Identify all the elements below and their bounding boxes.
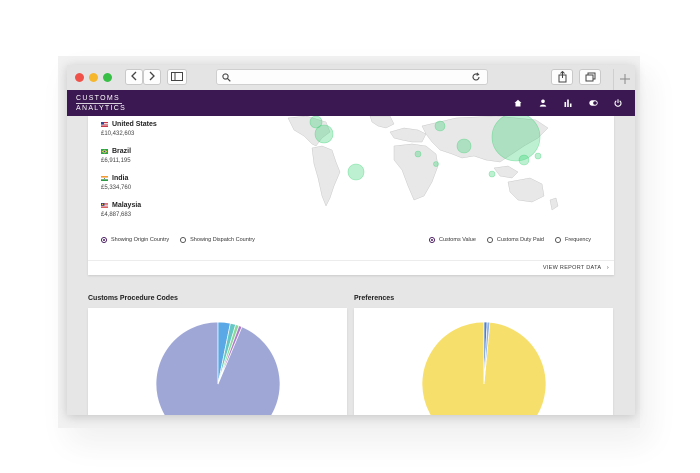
map-land-indonesia xyxy=(493,165,519,179)
logo-divider xyxy=(76,103,122,104)
map-bubble xyxy=(456,138,472,154)
zoom-window-button[interactable] xyxy=(103,73,112,82)
country-item[interactable]: Brazil £6,911,195 xyxy=(101,148,131,164)
country-name: United States xyxy=(112,121,157,128)
country-name: Brazil xyxy=(112,148,132,155)
map-bubble xyxy=(347,163,365,181)
map-bubble xyxy=(309,116,323,129)
map-land-africa xyxy=(393,143,439,201)
map-land-south-america xyxy=(311,145,341,207)
world-map[interactable] xyxy=(286,116,614,231)
radio-label: Customs Duty Paid xyxy=(496,237,544,243)
radio-unselected-icon xyxy=(486,237,493,243)
map-land-europe xyxy=(389,127,427,143)
logo-line-1: CUSTOMS xyxy=(76,95,120,102)
sidebar-icon xyxy=(171,72,183,81)
radio-label: Customs Value xyxy=(439,237,476,243)
power-icon[interactable] xyxy=(611,96,625,110)
back-button[interactable] xyxy=(125,69,143,85)
india-flag-icon xyxy=(101,176,108,181)
dashboard-content: United States £10,432,603 Brazil £6,911,… xyxy=(67,116,635,415)
close-window-button[interactable] xyxy=(75,73,84,82)
map-land-australia xyxy=(507,177,545,203)
user-icon[interactable] xyxy=(536,96,550,110)
map-land-new-zealand xyxy=(549,197,559,211)
header-nav xyxy=(511,90,625,116)
logo-line-2: ANALYTICS xyxy=(76,105,127,112)
minimize-window-button[interactable] xyxy=(89,73,98,82)
chevron-right-icon xyxy=(149,71,155,81)
map-bubble xyxy=(534,152,542,160)
map-bubble xyxy=(414,150,422,158)
browser-toolbar xyxy=(67,65,635,91)
pie-slice[interactable] xyxy=(483,321,491,385)
radio-label: Frequency xyxy=(564,237,591,243)
pie-slice[interactable] xyxy=(217,325,243,385)
country-name: India xyxy=(112,175,129,182)
reload-icon[interactable] xyxy=(471,72,481,82)
plus-icon xyxy=(620,74,630,84)
country-value: £5,334,760 xyxy=(101,185,132,191)
view-report-data-link[interactable]: VIEW REPORT DATA › xyxy=(543,265,609,271)
country-item[interactable]: United States £10,432,603 xyxy=(101,121,157,137)
radio-customs-value[interactable]: Customs Value xyxy=(429,237,476,243)
map-bubble xyxy=(433,161,439,167)
bar-chart-icon[interactable] xyxy=(561,96,575,110)
map-bubble xyxy=(491,116,541,162)
address-bar[interactable] xyxy=(216,69,488,85)
procedure-codes-card xyxy=(88,308,347,415)
browser-window: CUSTOMS ANALYTICS United State xyxy=(67,65,635,415)
preferences-pie-chart[interactable] xyxy=(354,308,613,415)
search-icon xyxy=(222,73,231,82)
sidebar-toggle-button[interactable] xyxy=(167,69,187,85)
radio-label: Showing Dispatch Country xyxy=(190,237,255,243)
radio-label: Showing Origin Country xyxy=(111,237,170,243)
radio-unselected-icon xyxy=(554,237,561,243)
country-value: £4,887,683 xyxy=(101,212,132,218)
new-tab-button[interactable] xyxy=(613,69,635,90)
country-item[interactable]: Malaysia £4,887,683 xyxy=(101,202,141,218)
home-icon[interactable] xyxy=(511,96,525,110)
metric-mode-toggle: Customs Value Customs Duty Paid Frequenc… xyxy=(429,237,597,243)
radio-customs-duty-paid[interactable]: Customs Duty Paid xyxy=(486,237,544,243)
map-land-north-america xyxy=(287,116,331,147)
radio-origin-country[interactable]: Showing Origin Country xyxy=(101,237,169,243)
procedure-codes-pie-chart[interactable] xyxy=(88,308,347,415)
card-divider xyxy=(88,260,614,261)
procedure-codes-title: Customs Procedure Codes xyxy=(88,295,178,302)
map-bubble xyxy=(314,124,334,144)
radio-frequency[interactable]: Frequency xyxy=(554,237,591,243)
show-tabs-button[interactable] xyxy=(579,69,601,85)
radio-selected-icon xyxy=(429,237,435,243)
radio-dispatch-country[interactable]: Showing Dispatch Country xyxy=(180,237,255,243)
logo[interactable]: CUSTOMS ANALYTICS xyxy=(76,95,126,113)
brazil-flag-icon xyxy=(101,149,108,154)
tabs-icon xyxy=(585,72,595,82)
radio-unselected-icon xyxy=(180,237,187,243)
map-land-greenland xyxy=(369,116,395,129)
preferences-card xyxy=(354,308,613,415)
app-header: CUSTOMS ANALYTICS xyxy=(67,90,635,116)
toggle-icon[interactable] xyxy=(586,96,600,110)
country-item[interactable]: India £5,334,760 xyxy=(101,175,131,191)
chevron-left-icon xyxy=(131,71,137,81)
share-button[interactable] xyxy=(551,69,573,85)
country-value: £10,432,603 xyxy=(101,131,135,137)
preferences-title: Preferences xyxy=(354,295,395,302)
forward-button[interactable] xyxy=(143,69,161,85)
map-bubble xyxy=(518,154,530,166)
radio-selected-icon xyxy=(101,237,107,243)
origin-map-card: United States £10,432,603 Brazil £6,911,… xyxy=(88,116,614,275)
chevron-right-icon: › xyxy=(606,265,609,271)
map-bubble xyxy=(434,120,446,132)
malaysia-flag-icon xyxy=(101,203,108,208)
country-value: £6,911,195 xyxy=(101,158,131,164)
country-mode-toggle: Showing Origin Country Showing Dispatch … xyxy=(101,237,261,243)
country-name: Malaysia xyxy=(112,202,142,209)
view-report-label: VIEW REPORT DATA xyxy=(542,265,602,271)
share-icon xyxy=(558,70,566,83)
us-flag-icon xyxy=(101,122,108,127)
map-bubble xyxy=(488,170,496,178)
map-land-asia xyxy=(421,116,549,163)
